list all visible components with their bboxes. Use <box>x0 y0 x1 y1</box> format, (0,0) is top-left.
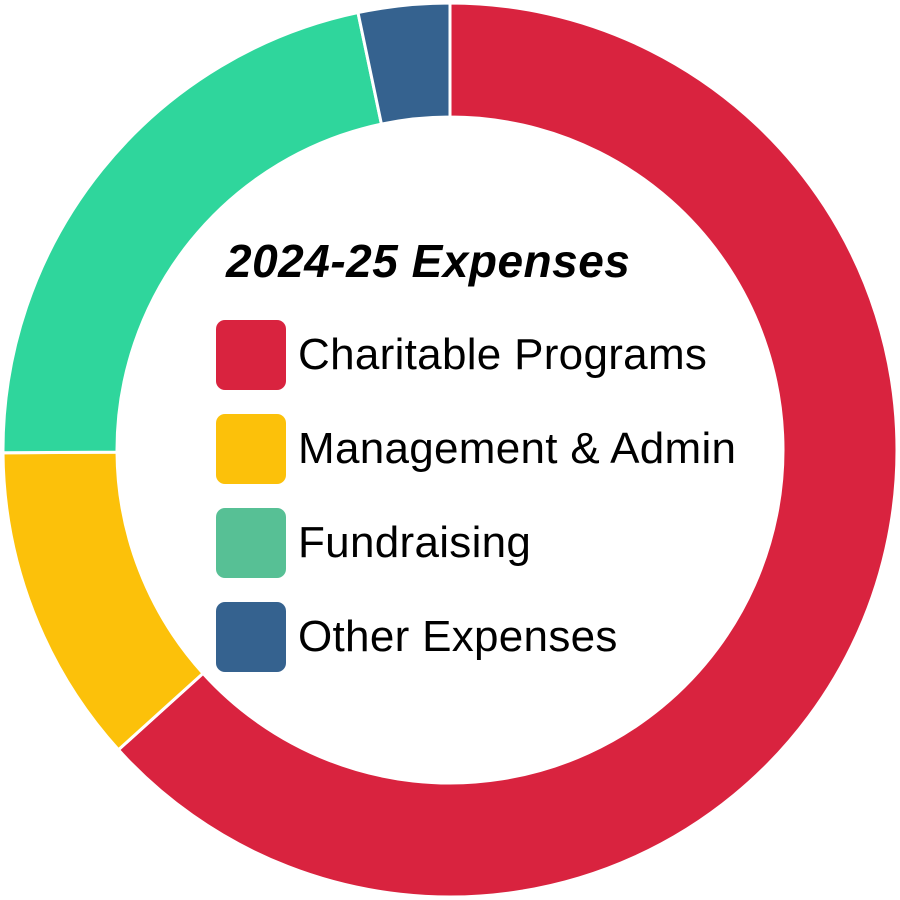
donut-segment-fundraising <box>1 10 384 455</box>
legend-label: Other Expenses <box>298 612 618 661</box>
legend-label: Fundraising <box>298 518 532 567</box>
chart-title: 2024-25 Expenses <box>226 235 631 287</box>
legend-item-charitable-programs: Charitable Programs <box>216 320 736 390</box>
legend-swatch <box>216 602 286 672</box>
legend-swatch <box>216 414 286 484</box>
legend-item-other-expenses: Other Expenses <box>216 602 736 672</box>
donut-segment-other-expenses <box>356 1 452 126</box>
legend-label: Charitable Programs <box>298 330 708 379</box>
legend-item-fundraising: Fundraising <box>216 508 736 578</box>
chart-legend: Charitable Programs Management & Admin F… <box>216 320 736 696</box>
donut-segment-charitable-programs <box>116 1 899 899</box>
legend-swatch <box>216 508 286 578</box>
legend-swatch <box>216 320 286 390</box>
legend-label: Management & Admin <box>298 424 737 473</box>
legend-item-management-admin: Management & Admin <box>216 414 736 484</box>
